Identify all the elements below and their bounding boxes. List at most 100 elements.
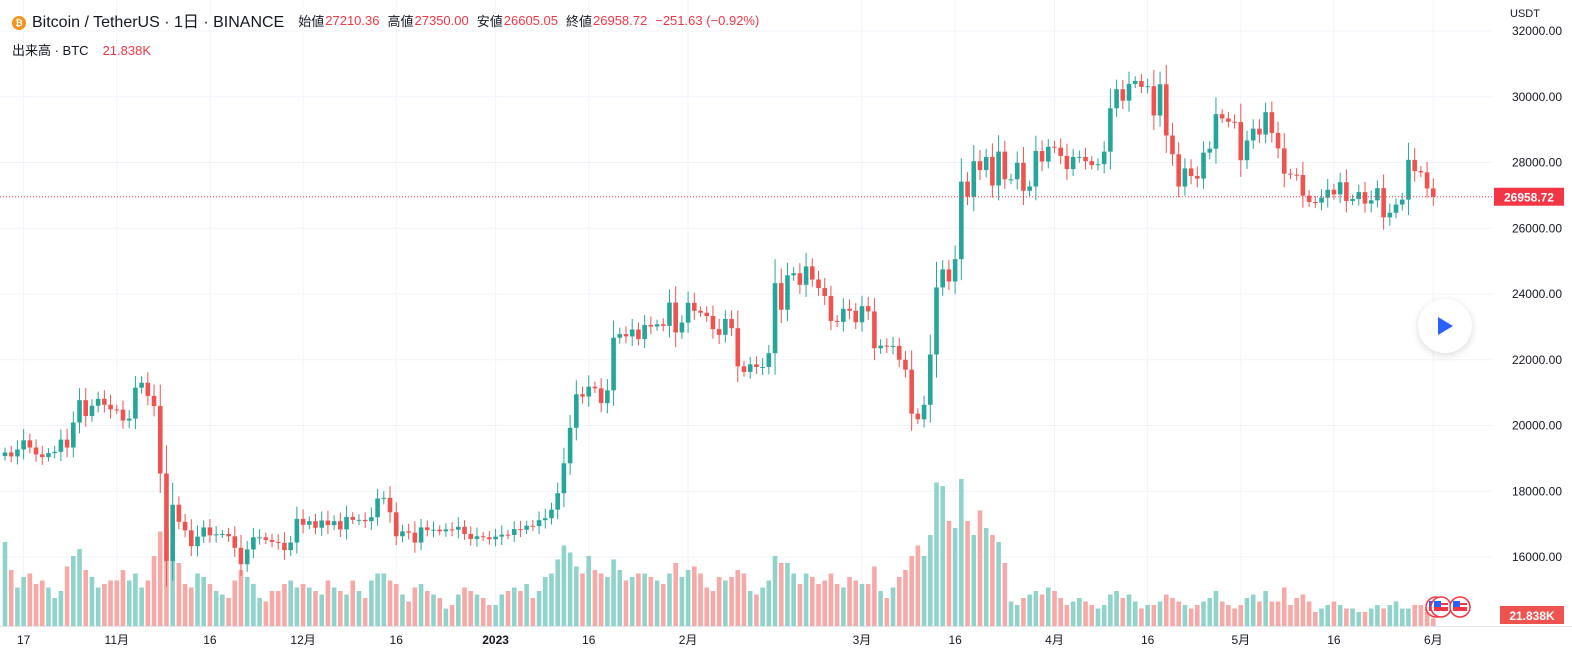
volume-bar — [2, 542, 8, 626]
volume-bar — [1132, 601, 1138, 626]
volume-bar — [1399, 608, 1405, 626]
volume-bar — [325, 580, 331, 626]
volume-bar — [331, 587, 337, 626]
play-button[interactable] — [1418, 299, 1472, 353]
low-value: 26605.05 — [503, 12, 558, 28]
symbol-title[interactable]: Bitcoin / TetherUS · 1日 · BINANCE — [32, 14, 285, 31]
candle-body — [747, 364, 753, 372]
candle-body — [692, 302, 697, 311]
us-flag-event-icon[interactable] — [1449, 596, 1471, 618]
candle-body — [729, 318, 734, 329]
candle-body — [164, 473, 169, 561]
volume-label[interactable]: 出来高 · BTC — [12, 43, 89, 58]
volume-bar — [201, 577, 207, 626]
change-value: −251.63 (−0.92%) — [655, 12, 760, 28]
candle-body — [120, 409, 126, 421]
volume-bar — [89, 577, 95, 626]
volume-bar — [778, 563, 784, 626]
volume-bar — [350, 580, 356, 626]
volume-bar — [480, 598, 486, 626]
x-tick-label: 5月 — [1231, 633, 1250, 647]
candle-body — [685, 302, 691, 323]
volume-bar — [39, 580, 45, 626]
candle-body — [493, 536, 498, 540]
volume-bar — [406, 601, 411, 626]
candle-body — [213, 534, 219, 536]
candle-body — [934, 287, 939, 355]
candle-body — [1201, 152, 1206, 179]
candle-body — [822, 288, 828, 296]
us-flag-event-icon[interactable] — [1430, 596, 1452, 618]
volume-bar — [803, 573, 809, 626]
volume-bar — [313, 591, 318, 626]
volume-bar — [927, 535, 933, 626]
last-price-label: 26958.72 — [1504, 191, 1554, 205]
volume-bar — [1337, 605, 1343, 626]
candle-body — [1356, 192, 1362, 199]
candle-body — [1393, 204, 1399, 213]
candle-body — [741, 366, 747, 372]
candles — [2, 65, 1436, 587]
volume-bar — [1101, 605, 1107, 626]
volume-bar — [723, 580, 728, 626]
volume-bar — [549, 573, 554, 626]
volume-bar — [505, 591, 511, 626]
axis-currency[interactable]: USDT — [1510, 8, 1540, 20]
volume-bar — [859, 584, 865, 626]
candle-body — [1331, 189, 1337, 195]
open-value: 27210.36 — [325, 12, 380, 28]
candle-body — [903, 359, 908, 370]
candle-body — [636, 329, 641, 340]
volume-bar — [915, 545, 921, 626]
candle-body — [952, 259, 958, 282]
volume-bar — [1319, 608, 1324, 626]
candle-body — [39, 454, 45, 458]
volume-bar — [71, 556, 76, 626]
candle-body — [524, 525, 529, 530]
volume-bar — [27, 573, 33, 626]
candle-body — [1319, 197, 1324, 203]
volume-bar — [1163, 594, 1169, 626]
candle-body — [909, 369, 914, 414]
volume-bar — [319, 594, 325, 626]
candle-body — [1139, 80, 1144, 87]
volume-bar — [1257, 601, 1262, 626]
candle-body — [598, 388, 604, 404]
candle-body — [1163, 84, 1169, 136]
volume-bar — [555, 559, 560, 626]
volume-bar — [1306, 601, 1312, 626]
volume-bar — [1387, 605, 1393, 626]
volume-bar — [747, 591, 753, 626]
x-tick-label: 16 — [1327, 633, 1341, 647]
candle-body — [679, 322, 685, 333]
volume-bar — [1294, 598, 1299, 626]
volume-bar — [766, 580, 772, 626]
volume-bar — [362, 598, 368, 626]
volume-bar — [1188, 608, 1194, 626]
volume-bar — [1201, 601, 1206, 626]
candle-body — [294, 518, 300, 543]
candle-body — [1083, 156, 1088, 162]
volume-bar — [648, 577, 654, 626]
volume-bar — [735, 570, 741, 626]
volume-bar — [1424, 608, 1430, 626]
candle-body — [505, 534, 511, 536]
volume-bar — [791, 573, 796, 626]
volume-bar — [226, 598, 231, 626]
volume-bar — [853, 580, 859, 626]
candle-body — [1101, 151, 1107, 165]
candle-body — [46, 453, 51, 458]
candle-body — [710, 316, 716, 330]
volume-bar — [1362, 612, 1368, 626]
volume-bar — [1176, 601, 1181, 626]
candle-body — [1077, 156, 1082, 158]
candle-body — [1021, 162, 1026, 191]
candle-body — [983, 156, 989, 171]
candle-body — [387, 497, 393, 513]
volume-bar — [46, 587, 51, 626]
candle-body — [1244, 140, 1250, 161]
volume-bar — [1145, 605, 1150, 626]
candle-body — [965, 181, 970, 197]
volume-bar — [1070, 601, 1076, 626]
